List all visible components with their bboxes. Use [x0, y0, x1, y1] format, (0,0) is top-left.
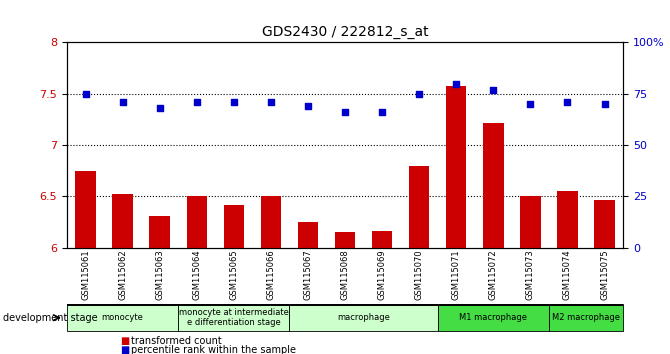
Text: M1 macrophage: M1 macrophage: [460, 313, 527, 322]
Text: ■: ■: [121, 336, 130, 346]
Bar: [149, 216, 170, 248]
Bar: [372, 232, 393, 248]
Bar: [557, 191, 578, 248]
Text: M2 macrophage: M2 macrophage: [552, 313, 620, 322]
Bar: [297, 222, 318, 248]
Point: [340, 109, 350, 115]
Point: [451, 81, 462, 86]
Text: monocyte: monocyte: [102, 313, 143, 322]
Title: GDS2430 / 222812_s_at: GDS2430 / 222812_s_at: [262, 25, 428, 39]
Point: [265, 99, 276, 105]
Point: [154, 105, 165, 111]
Point: [562, 99, 573, 105]
Point: [599, 101, 610, 107]
Bar: [75, 171, 96, 248]
Bar: [409, 166, 429, 248]
Text: development stage: development stage: [3, 313, 98, 323]
Bar: [594, 200, 615, 248]
Text: percentile rank within the sample: percentile rank within the sample: [131, 345, 295, 354]
Text: ■: ■: [121, 345, 130, 354]
Bar: [483, 122, 504, 248]
Bar: [186, 196, 207, 248]
Text: transformed count: transformed count: [131, 336, 221, 346]
Bar: [113, 194, 133, 248]
Text: monocyte at intermediate
e differentiation stage: monocyte at intermediate e differentiati…: [179, 308, 289, 327]
Point: [488, 87, 498, 92]
Bar: [446, 86, 466, 248]
Point: [525, 101, 536, 107]
Point: [377, 109, 387, 115]
Point: [80, 91, 91, 97]
Point: [192, 99, 202, 105]
Text: macrophage: macrophage: [337, 313, 390, 322]
Point: [228, 99, 239, 105]
Point: [303, 103, 314, 109]
Bar: [520, 196, 541, 248]
Point: [117, 99, 128, 105]
Bar: [261, 196, 281, 248]
Bar: [224, 205, 244, 248]
Point: [414, 91, 425, 97]
Bar: [335, 232, 355, 248]
